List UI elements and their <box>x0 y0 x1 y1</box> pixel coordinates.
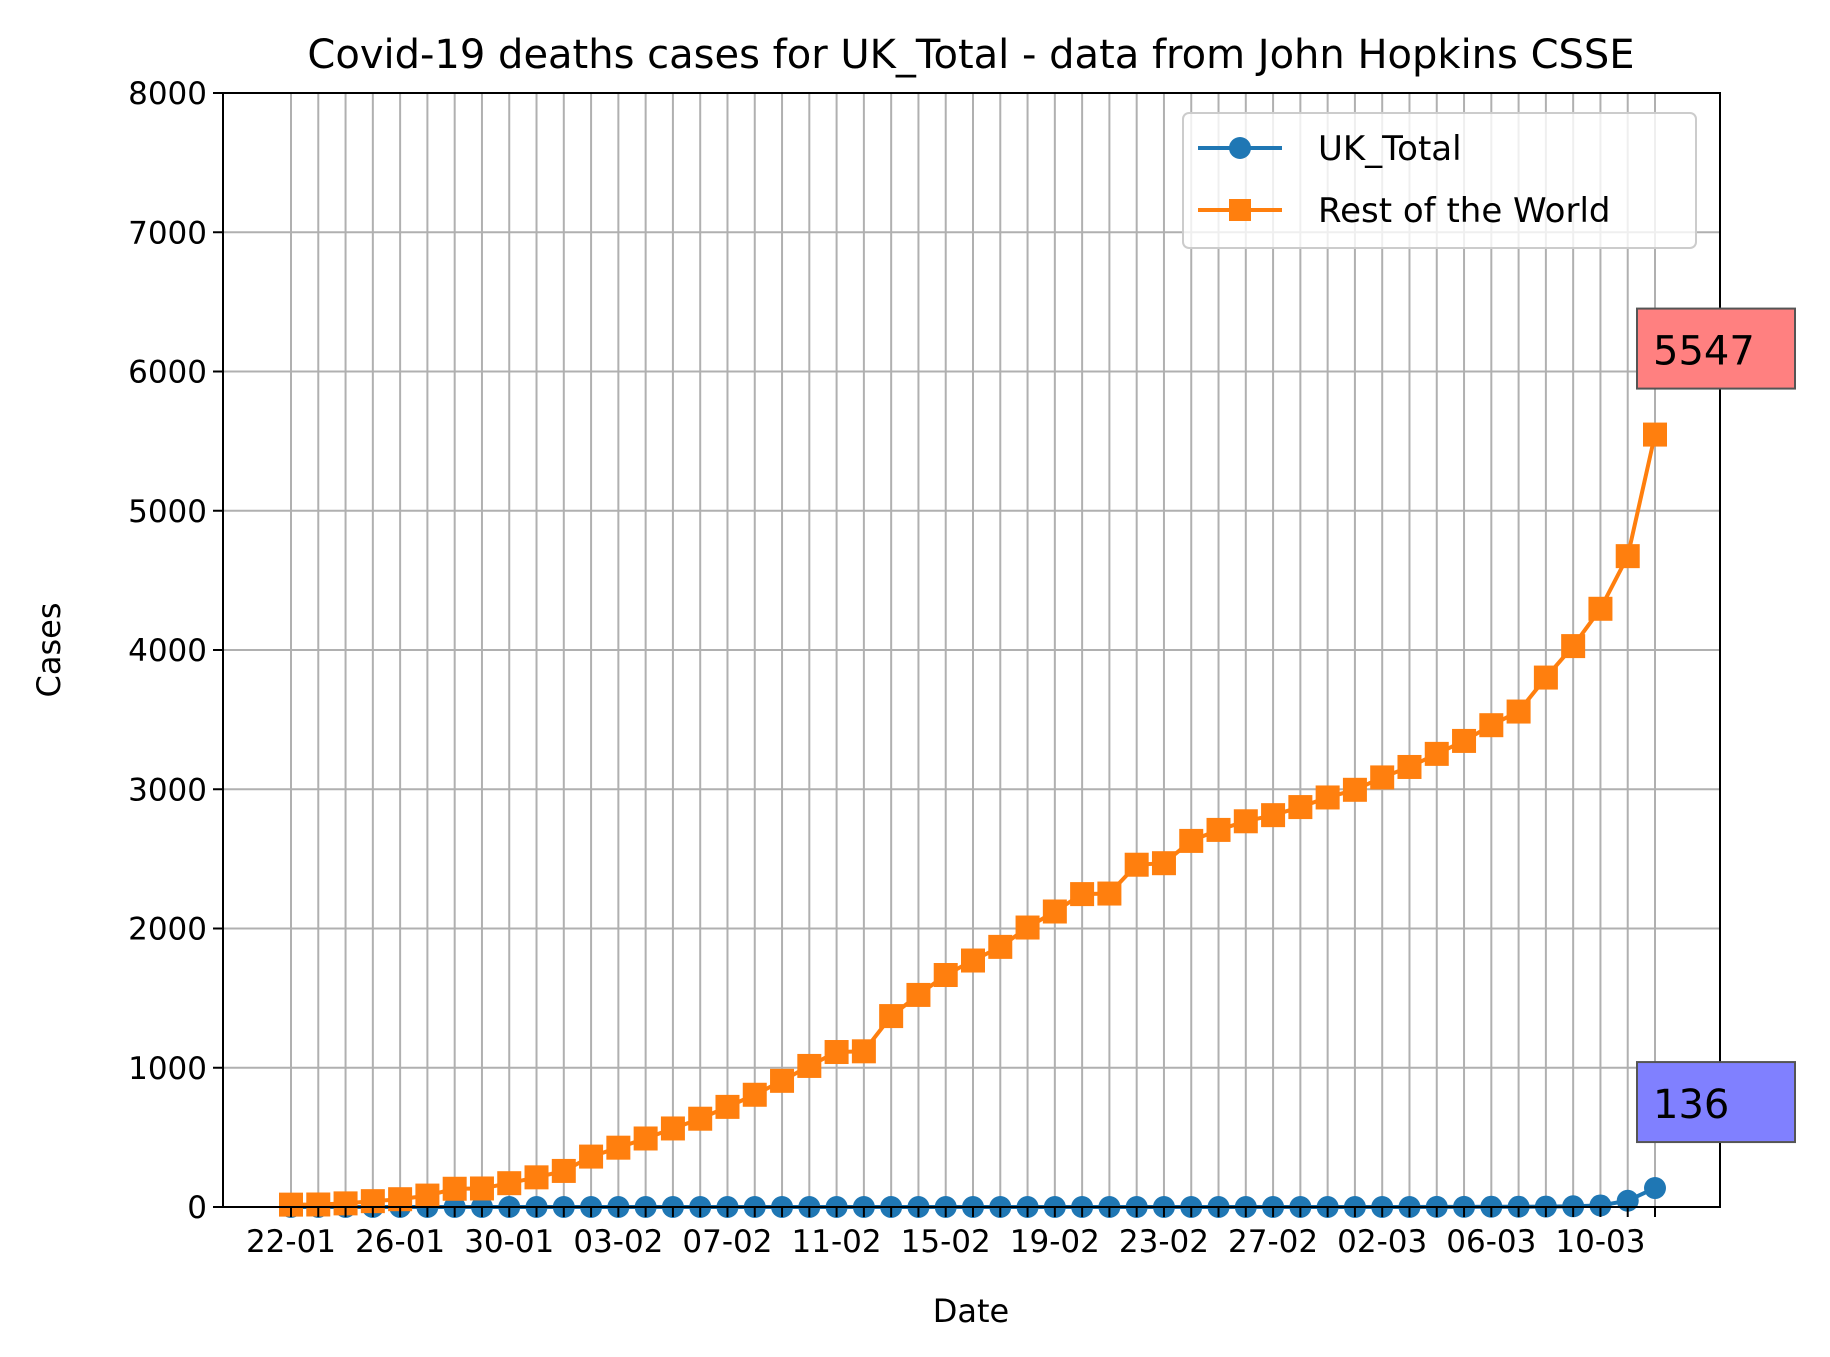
data-point-rest-of-the-world <box>442 1176 467 1201</box>
y-tick-label: 4000 <box>128 633 207 669</box>
data-point-rest-of-the-world <box>1288 795 1313 820</box>
y-tick-label: 8000 <box>128 76 207 112</box>
x-tick-label: 19-02 <box>1010 1224 1100 1260</box>
data-point-rest-of-the-world <box>1643 422 1667 447</box>
data-point-rest-of-the-world <box>1179 828 1204 853</box>
data-point-rest-of-the-world <box>1097 881 1122 906</box>
data-point-rest-of-the-world <box>1261 803 1286 828</box>
data-point-rest-of-the-world <box>1070 882 1095 907</box>
data-point-rest-of-the-world <box>1452 728 1477 753</box>
y-tick-label: 5000 <box>128 494 207 530</box>
data-point-rest-of-the-world <box>633 1126 658 1151</box>
end-label-box-uk-total <box>1636 1061 1796 1144</box>
data-point-rest-of-the-world <box>824 1040 849 1065</box>
x-tick-label: 23-02 <box>1119 1224 1209 1260</box>
data-point-rest-of-the-world <box>879 1004 904 1029</box>
data-point-rest-of-the-world <box>1588 596 1613 621</box>
data-point-rest-of-the-world <box>1124 852 1149 877</box>
x-tick-label: 02-03 <box>1337 1224 1427 1260</box>
data-point-rest-of-the-world <box>469 1176 494 1201</box>
chart-title: Covid-19 deaths cases for UK_Total - dat… <box>307 32 1634 78</box>
x-tick-label: 30-01 <box>464 1224 554 1260</box>
series-rest-of-the-world <box>279 422 1667 1217</box>
data-point-rest-of-the-world <box>851 1039 876 1064</box>
end-label-box-rest-of-the-world <box>1636 307 1796 390</box>
legend-box <box>1182 112 1697 249</box>
x-tick-label: 10-03 <box>1555 1224 1645 1260</box>
data-point-rest-of-the-world <box>1233 809 1258 834</box>
y-tick-label: 2000 <box>128 912 207 948</box>
grid <box>223 92 1720 1208</box>
x-tick-label: 06-03 <box>1446 1224 1536 1260</box>
data-point-rest-of-the-world <box>988 934 1013 959</box>
annotations: 136 5547 <box>1636 307 1796 1144</box>
data-point-rest-of-the-world <box>1315 785 1340 810</box>
data-point-rest-of-the-world <box>1615 544 1640 569</box>
legend-marker-rest-of-world <box>1229 199 1251 221</box>
data-point-rest-of-the-world <box>1506 699 1531 724</box>
x-tick-label: 07-02 <box>682 1224 772 1260</box>
data-point-rest-of-the-world <box>770 1068 795 1093</box>
data-point-uk-total <box>1589 1194 1612 1217</box>
data-point-rest-of-the-world <box>1533 665 1558 690</box>
x-tick-label: 22-01 <box>246 1224 336 1260</box>
data-point-rest-of-the-world <box>1342 777 1367 802</box>
data-point-uk-total <box>1644 1177 1666 1200</box>
data-point-rest-of-the-world <box>1479 713 1504 738</box>
y-tick-label: 0 <box>187 1190 207 1226</box>
y-tick-label: 1000 <box>128 1051 207 1087</box>
legend-label-rest-of-world: Rest of the World <box>1318 191 1611 231</box>
y-tick-label: 6000 <box>128 355 207 391</box>
data-point-rest-of-the-world <box>742 1082 767 1107</box>
data-point-rest-of-the-world <box>1015 915 1040 940</box>
data-point-rest-of-the-world <box>797 1053 822 1078</box>
legend-label-uk-total: UK_Total <box>1318 129 1462 169</box>
data-point-rest-of-the-world <box>688 1106 713 1131</box>
x-tick-label: 26-01 <box>355 1224 445 1260</box>
x-axis-label: Date <box>933 1292 1009 1330</box>
y-tick-label: 7000 <box>128 215 207 251</box>
data-point-rest-of-the-world <box>715 1094 740 1119</box>
data-point-rest-of-the-world <box>933 963 958 988</box>
y-axis-label: Cases <box>30 603 68 698</box>
data-point-rest-of-the-world <box>1370 765 1395 790</box>
data-point-rest-of-the-world <box>497 1171 522 1196</box>
data-point-rest-of-the-world <box>551 1158 576 1183</box>
data-point-rest-of-the-world <box>415 1183 440 1208</box>
data-point-rest-of-the-world <box>1042 899 1067 924</box>
x-tick-label: 27-02 <box>1228 1224 1318 1260</box>
data-point-rest-of-the-world <box>906 982 931 1007</box>
data-point-rest-of-the-world <box>1206 817 1231 842</box>
end-label-rest-of-the-world: 5547 <box>1653 329 1755 375</box>
x-tick-label: 15-02 <box>901 1224 991 1260</box>
axes: 22-01 26-01 30-01 03-02 07-02 11-02 15-02 19-02… <box>128 76 1656 1260</box>
x-tick-label: 11-02 <box>792 1224 882 1260</box>
data-point-rest-of-the-world <box>579 1144 604 1169</box>
x-tick-label: 03-02 <box>573 1224 663 1260</box>
data-point-rest-of-the-world <box>1561 634 1586 659</box>
data-point-rest-of-the-world <box>1424 741 1449 766</box>
data-point-rest-of-the-world <box>961 948 985 973</box>
y-tick-label: 3000 <box>128 772 207 808</box>
data-point-rest-of-the-world <box>524 1165 549 1190</box>
data-point-rest-of-the-world <box>1397 754 1422 779</box>
data-point-rest-of-the-world <box>606 1135 631 1160</box>
end-label-uk-total: 136 <box>1653 1082 1729 1128</box>
data-point-rest-of-the-world <box>660 1116 685 1141</box>
legend-marker-uk-total <box>1229 137 1251 159</box>
data-point-rest-of-the-world <box>1151 851 1176 876</box>
legend: UK_Total Rest of the World <box>1182 112 1697 249</box>
